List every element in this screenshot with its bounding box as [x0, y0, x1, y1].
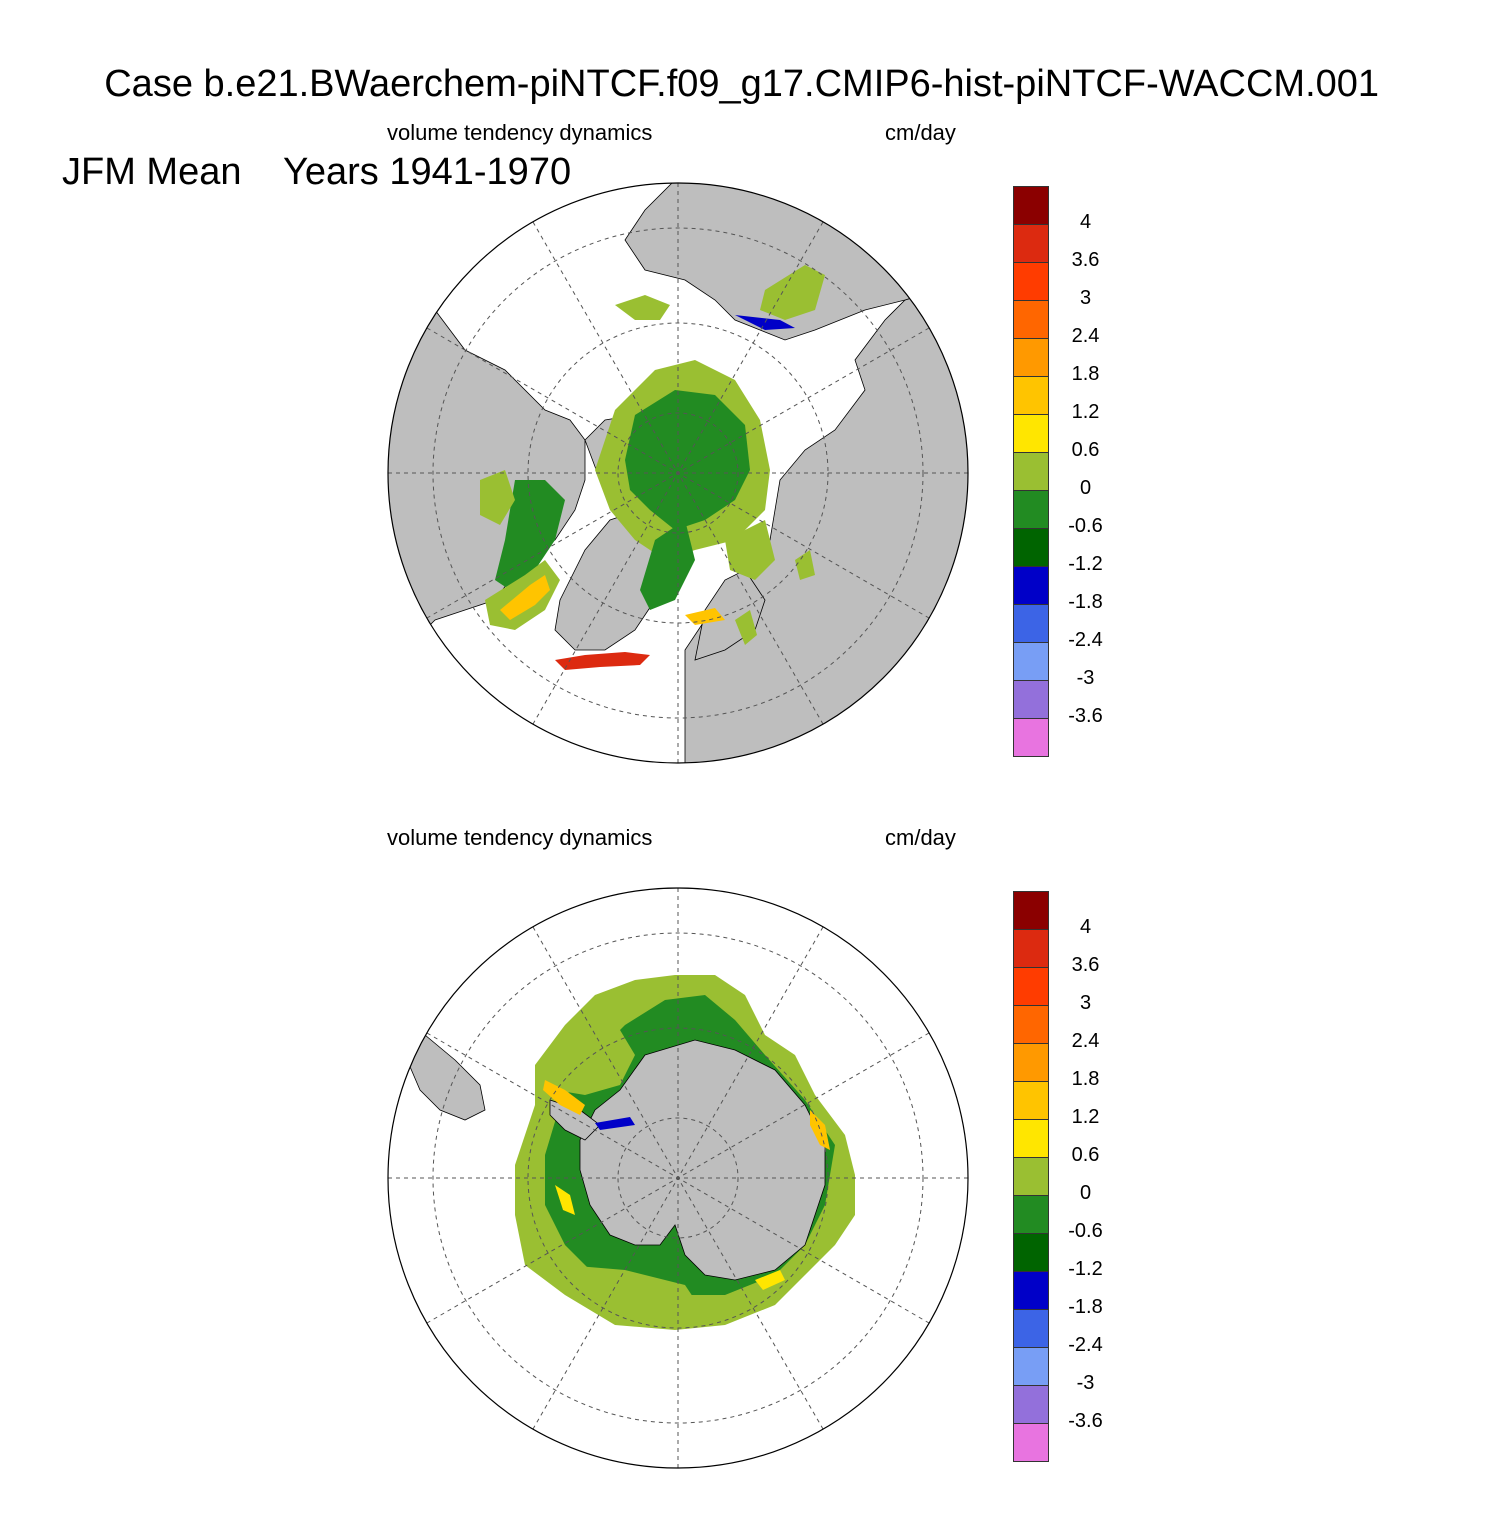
- colorbar-label: -0.6: [1068, 1220, 1103, 1242]
- panel-left-title: volume tendency dynamics: [387, 825, 653, 850]
- north-polar-map: [387, 182, 969, 764]
- land-scandinavia: [694, 569, 766, 661]
- sea-ice-barents: [725, 520, 775, 580]
- colorbar-swatch: [1013, 1195, 1049, 1233]
- colorbar-swatch: [1013, 1233, 1049, 1271]
- colorbar-label: 2.4: [1071, 325, 1100, 347]
- sea-ice-hudson: [480, 470, 515, 525]
- sea-ice-greenland-east: [640, 520, 695, 610]
- panel-units: cm/day: [885, 120, 956, 145]
- colorbar-swatch: [1013, 376, 1049, 414]
- colorbar-swatch: [1013, 262, 1049, 300]
- sea-ice-baltic: [735, 610, 757, 645]
- sea-ice-central-core: [625, 390, 750, 530]
- coastal-blue-weddell: [595, 1117, 635, 1130]
- coastal-yellow-east: [810, 1110, 830, 1150]
- colorbar-label: -2.4: [1068, 629, 1103, 651]
- colorbar-swatch: [1013, 1423, 1049, 1462]
- colorbar-swatch: [1013, 452, 1049, 490]
- colorbar-swatch: [1013, 1347, 1049, 1385]
- sea-ice-okhotsk-edge: [735, 315, 795, 330]
- colorbar-label: 0.6: [1071, 1144, 1100, 1166]
- graticule: [388, 183, 968, 763]
- colorbar-swatch: [1013, 566, 1049, 604]
- colorbar-label: 0.6: [1071, 439, 1100, 461]
- sea-ice-edge-bering: [615, 295, 670, 320]
- colorbar-swatch: [1013, 1119, 1049, 1157]
- colorbar-label: -3.6: [1068, 1410, 1103, 1432]
- colorbar-label: 3.6: [1071, 249, 1100, 271]
- colorbar-label: 2.4: [1071, 1030, 1100, 1052]
- colorbar-label: -1.8: [1068, 591, 1103, 613]
- colorbar-swatch: [1013, 186, 1049, 224]
- title-line-2: JFM Mean Years 1941-1970: [62, 151, 572, 193]
- colorbar-label: 0: [1079, 477, 1092, 499]
- panel-north: volume tendency dynamics cm/day: [0, 110, 1500, 815]
- colorbar-label: 0: [1079, 1182, 1092, 1204]
- colorbar-swatch: [1013, 642, 1049, 680]
- sea-ice-labrador-edge: [500, 575, 550, 620]
- sea-ice-barents-edge: [685, 608, 725, 625]
- colorbar-swatch: [1013, 490, 1049, 528]
- colorbar-label: 1.8: [1071, 363, 1100, 385]
- colorbar-swatch: [1013, 680, 1049, 718]
- colorbar-swatch: [1013, 1157, 1049, 1195]
- land-antarctica: [579, 1039, 826, 1281]
- colorbar-label: -3: [1076, 1372, 1095, 1394]
- title-line-1: Case b.e21.BWaerchem-piNTCF.f09_g17.CMIP…: [83, 63, 1380, 105]
- colorbar-label: -2.4: [1068, 1334, 1103, 1356]
- colorbar-label: 4: [1079, 916, 1092, 938]
- colorbar-label: 3: [1079, 992, 1092, 1014]
- colorbar-swatch: [1013, 1043, 1049, 1081]
- colorbar-label: -3.6: [1068, 705, 1103, 727]
- coastal-yellow-peninsula: [543, 1080, 585, 1115]
- sea-ice-ross-light: [565, 1265, 705, 1325]
- sea-ice-okhotsk: [760, 265, 825, 320]
- colorbar-swatch: [1013, 1385, 1049, 1423]
- panel-left-title: volume tendency dynamics: [387, 120, 653, 145]
- colorbar-label: -3: [1076, 667, 1095, 689]
- colorbar-label: -0.6: [1068, 515, 1103, 537]
- sea-ice-baffin: [495, 480, 565, 590]
- colorbar-label: -1.2: [1068, 553, 1103, 575]
- panel-units: cm/day: [885, 825, 956, 850]
- colorbar-swatch: [1013, 300, 1049, 338]
- colorbar-label: 3.6: [1071, 954, 1100, 976]
- colorbar-label: 1.2: [1071, 1106, 1100, 1128]
- colorbar-swatch: [1013, 1271, 1049, 1309]
- colorbar-swatch: [1013, 604, 1049, 642]
- figure-title: Case b.e21.BWaerchem-piNTCF.f09_g17.CMIP…: [62, 18, 1379, 238]
- colorbar-swatch: [1013, 414, 1049, 452]
- colorbar-swatch: [1013, 891, 1049, 929]
- colorbar-label: -1.8: [1068, 1296, 1103, 1318]
- colorbar-swatch: [1013, 718, 1049, 757]
- south-polar-map: [387, 887, 969, 1469]
- graticule: [388, 888, 968, 1468]
- colorbar-south: [1013, 891, 1049, 1462]
- colorbar-label: -1.2: [1068, 1258, 1103, 1280]
- sea-ice-weddell-light: [545, 1030, 635, 1095]
- colorbar-swatch: [1013, 967, 1049, 1005]
- coastal-yellow-ross: [755, 1270, 785, 1290]
- coastal-yellow-amundsen: [555, 1185, 575, 1215]
- panel-south: volume tendency dynamics cm/day: [0, 815, 1500, 1520]
- colorbar-north: [1013, 186, 1049, 757]
- land-south-america-tip: [404, 1034, 486, 1121]
- colorbar-swatch: [1013, 338, 1049, 376]
- sea-ice-caspian-area: [795, 550, 815, 580]
- colorbar-swatch: [1013, 1309, 1049, 1347]
- colorbar-swatch: [1013, 1081, 1049, 1119]
- colorbar-swatch: [1013, 1005, 1049, 1043]
- colorbar-swatch: [1013, 528, 1049, 566]
- colorbar-label: 1.8: [1071, 1068, 1100, 1090]
- sea-ice-edge-south-greenland: [555, 652, 650, 670]
- colorbar-label: 4: [1079, 211, 1092, 233]
- colorbar-label: 3: [1079, 287, 1092, 309]
- colorbar-label: 1.2: [1071, 401, 1100, 423]
- colorbar-swatch: [1013, 929, 1049, 967]
- colorbar-swatch: [1013, 224, 1049, 262]
